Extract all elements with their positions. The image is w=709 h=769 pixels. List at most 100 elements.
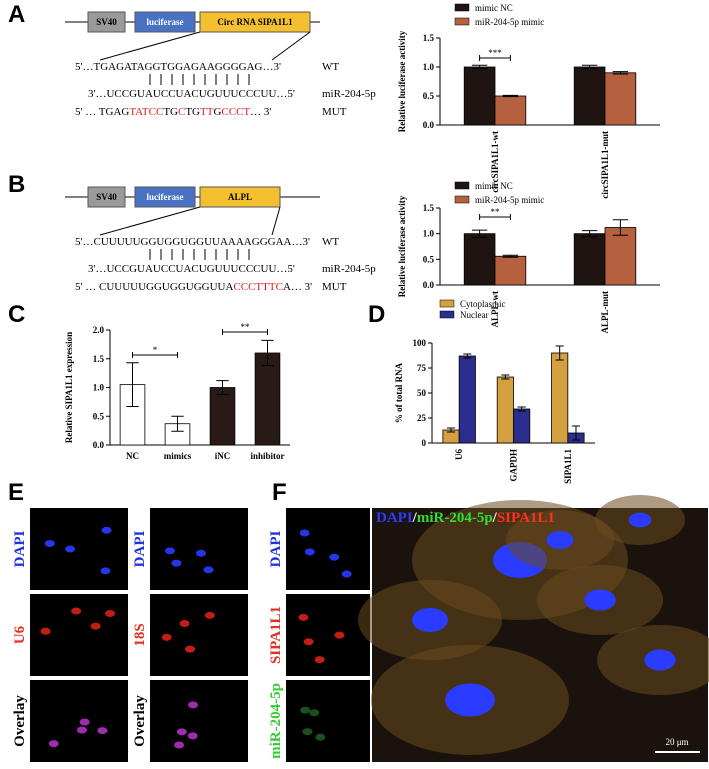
legend-swatch — [454, 17, 470, 26]
title-part: SIPA1L1 — [497, 510, 555, 526]
bar — [573, 233, 606, 286]
x-tick-label: circSIPA1L1-wt — [490, 131, 500, 193]
callout — [99, 31, 201, 61]
cell-signal — [302, 728, 313, 736]
legend-swatch — [454, 181, 470, 190]
construct-box — [199, 186, 281, 208]
bar — [458, 355, 476, 444]
significance-bracket — [222, 329, 268, 335]
mir-label: miR-204-5p — [322, 88, 376, 100]
nucleus — [445, 683, 495, 717]
significance-bracket — [479, 55, 511, 61]
error-bar — [446, 427, 456, 433]
bar — [496, 376, 514, 444]
micrograph — [286, 508, 370, 590]
error-bar — [501, 374, 510, 380]
cell-signal — [304, 548, 315, 556]
legend-label: Nuclear — [460, 310, 488, 320]
cell-signal — [329, 553, 340, 561]
panel-label: C — [8, 301, 25, 328]
title-part: / — [412, 510, 418, 526]
y-tick-label: 0.0 — [423, 280, 435, 290]
significance-label: * — [153, 345, 158, 355]
y-tick-label: 0.0 — [423, 120, 435, 130]
error-bar — [216, 380, 229, 395]
error-bar — [571, 425, 581, 441]
cell-signal — [334, 631, 345, 639]
mir-seq: 3'…UCCGUAUCCUACUGUUUCCCUU…5' — [88, 263, 295, 275]
construct-box — [199, 11, 311, 33]
y-tick-label: 75 — [417, 363, 427, 373]
x-tick-label: circSIPA1L1-mut — [600, 131, 610, 199]
error-bar — [581, 64, 598, 70]
mir-label: miR-204-5p — [322, 263, 376, 275]
construct-box — [134, 11, 196, 33]
bar — [254, 352, 281, 446]
construct-box — [87, 186, 126, 208]
title-part: miR-204-5p — [417, 510, 493, 526]
image-label: 18S — [132, 623, 148, 646]
micrograph — [286, 680, 370, 762]
mut-segment: 5' … TGAG — [75, 106, 129, 118]
cell-signal — [315, 733, 326, 741]
image-label: DAPI — [132, 531, 148, 568]
bar — [604, 227, 637, 286]
cell-signal — [44, 539, 55, 547]
construct-label: Circ RNA SIPA1L1 — [217, 17, 293, 27]
cell-signal — [176, 728, 187, 736]
cell-signal — [298, 613, 309, 621]
error-bar — [261, 339, 274, 367]
y-tick-label: 2.0 — [93, 325, 105, 335]
micrograph — [150, 508, 248, 590]
callout — [99, 206, 201, 236]
mut-segment: TG — [163, 106, 178, 118]
cell-signal — [97, 727, 108, 735]
cell-signal — [101, 526, 112, 534]
cell-signal — [314, 656, 325, 664]
wt-seq: 5'…CUUUUUGGUGGUGGUUAAAAGGGAA…3' — [75, 236, 310, 248]
cell-signal — [100, 567, 111, 575]
error-bar — [581, 230, 598, 238]
nucleus — [584, 589, 616, 611]
cell-signal — [161, 633, 172, 641]
micrograph — [30, 508, 128, 590]
x-tick-label: U6 — [454, 449, 464, 460]
callout — [271, 206, 281, 236]
mut-segment: CCCTTTC — [233, 281, 283, 293]
mut-segment: 5' … CUUUUUGGUGGUGGUUA — [75, 281, 233, 293]
mut-label: MUT — [322, 106, 347, 118]
x-tick-label: ALPL-wt — [490, 291, 500, 328]
cell-signal — [303, 638, 314, 646]
x-tick-label: ALPL-mut — [600, 291, 610, 334]
panel-label: F — [272, 479, 287, 506]
cell-signal — [185, 645, 196, 653]
image-label: DAPI — [12, 531, 28, 568]
mut-segment: CCCT — [221, 106, 250, 118]
error-bar — [502, 94, 519, 98]
y-tick-label: 1.0 — [423, 229, 435, 239]
cell-signal — [65, 545, 76, 553]
legend-swatch — [454, 3, 470, 12]
significance-label: ** — [491, 207, 501, 217]
cell-signal — [48, 740, 59, 748]
mut-segment: G — [213, 106, 221, 118]
wt-seq: 5'…TGAGATAGGTGGAGAAGGGGAG…3' — [75, 61, 281, 73]
micrograph — [30, 680, 128, 762]
legend-swatch — [439, 310, 455, 319]
construct-label: SV40 — [96, 17, 117, 27]
y-tick-label: 100 — [413, 338, 427, 348]
y-axis-label: Relative luciferase activity — [397, 195, 407, 297]
micrograph — [286, 594, 370, 676]
cell-signal — [187, 732, 198, 740]
error-bar — [171, 415, 184, 432]
cell-signal — [203, 566, 214, 574]
cell-signal — [76, 726, 87, 734]
cell-signal — [300, 706, 311, 714]
mut-segment: TATCC — [129, 106, 163, 118]
significance-label: *** — [488, 48, 502, 58]
bar — [494, 255, 527, 286]
x-tick-label: inhibitor — [250, 451, 284, 461]
bar — [513, 408, 531, 444]
mut-segment: TT — [200, 106, 214, 118]
wt-label: WT — [322, 61, 339, 73]
